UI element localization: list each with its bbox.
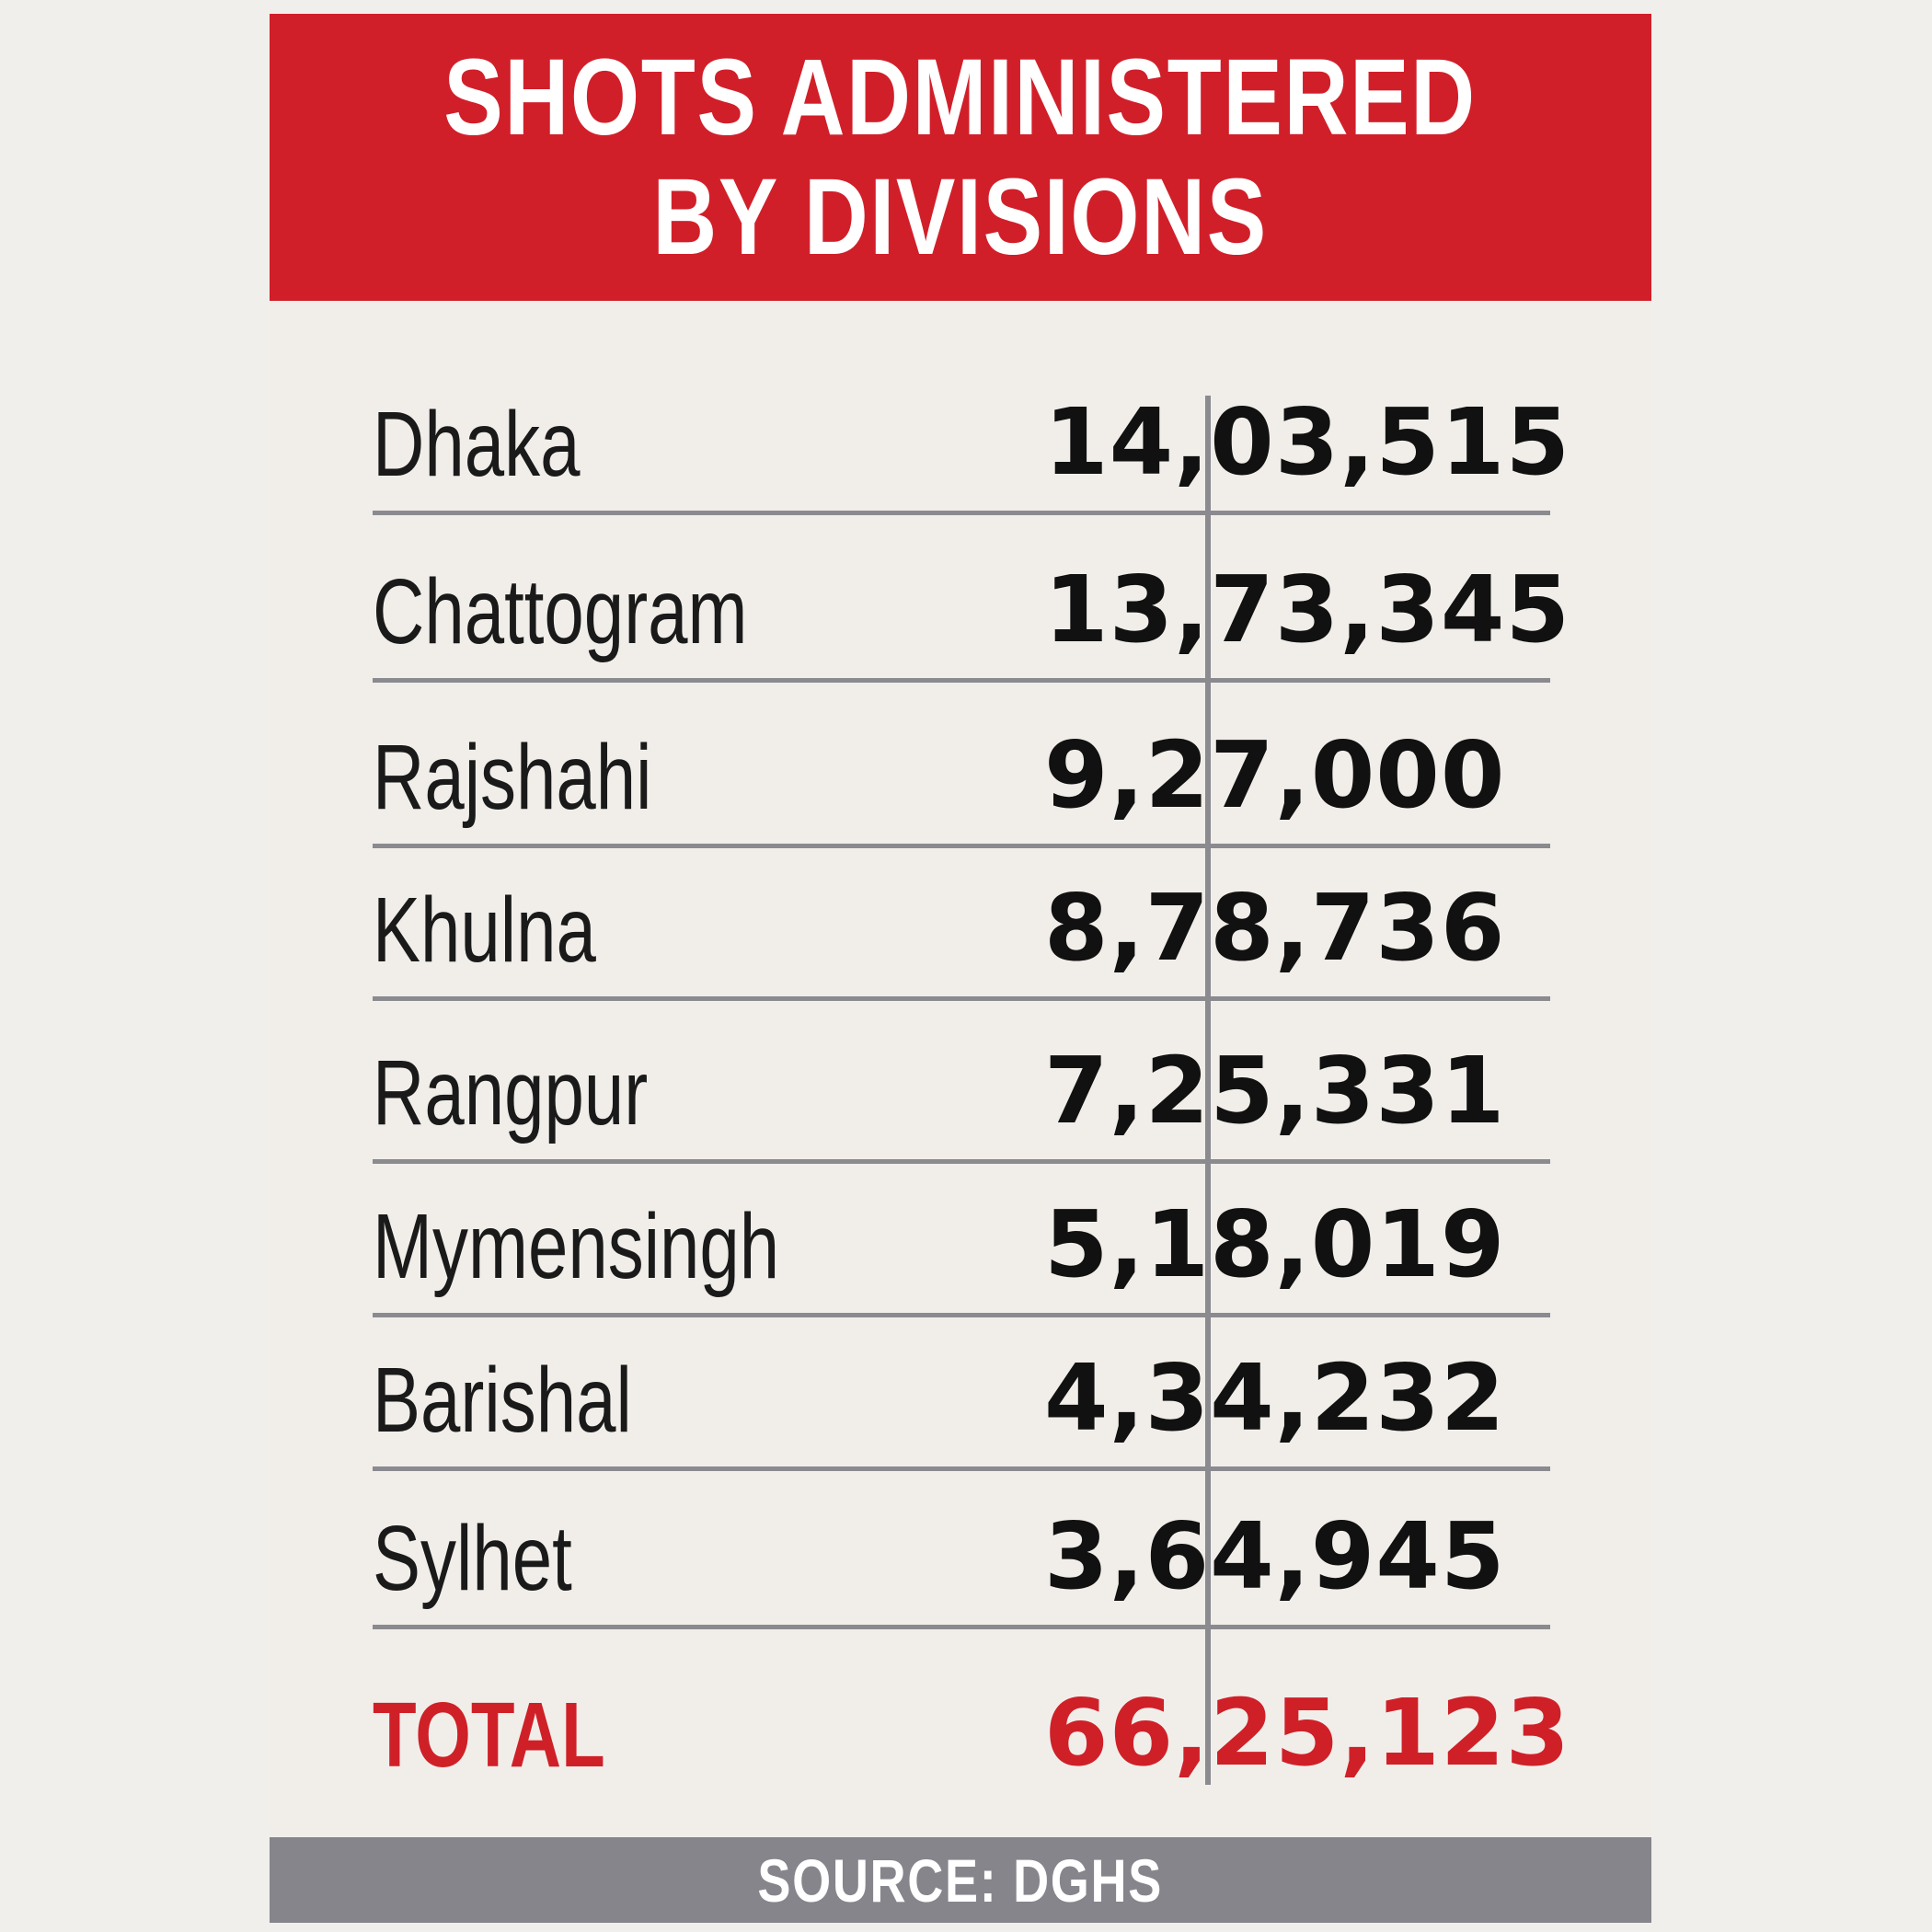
divisions-table: Dhaka 14,03,515 Chattogram 13,73,345 Rajshah… — [373, 380, 1570, 1801]
title-banner: SHOTS ADMINISTERED BY DIVISIONS — [270, 14, 1651, 301]
total-row: TOTAL 66,25,123 — [373, 1629, 1570, 1801]
division-value: 14,03,515 — [1044, 388, 1571, 496]
column-divider — [1205, 396, 1211, 1785]
division-value: 5,18,019 — [1044, 1190, 1506, 1298]
title-line-1: SHOTS ADMINISTERED — [443, 37, 1478, 158]
table-row: Rajshahi 9,27,000 — [373, 683, 1550, 848]
table-row: Mymensingh 5,18,019 — [373, 1164, 1550, 1317]
source-bar: SOURCE: DGHS — [270, 1837, 1651, 1923]
infographic-panel: SHOTS ADMINISTERED BY DIVISIONS Dhaka 14,… — [270, 14, 1651, 1923]
division-value: 4,34,232 — [1044, 1344, 1506, 1452]
division-name: Khulna — [373, 879, 596, 982]
division-name: Barishal — [373, 1349, 632, 1452]
table-row: Dhaka 14,03,515 — [373, 380, 1570, 515]
division-value: 13,73,345 — [1044, 556, 1571, 663]
division-value: 7,25,331 — [1044, 1037, 1506, 1144]
division-name: Mymensingh — [373, 1195, 780, 1298]
division-name: Rangpur — [373, 1041, 649, 1144]
division-value: 3,64,945 — [1044, 1502, 1506, 1610]
division-name: Sylhet — [373, 1507, 572, 1610]
table-row: Chattogram 13,73,345 — [373, 515, 1570, 683]
total-value: 66,25,123 — [1044, 1679, 1571, 1787]
division-name: Rajshahi — [373, 726, 652, 829]
division-value: 9,27,000 — [1044, 721, 1506, 829]
table-row: Sylhet 3,64,945 — [373, 1471, 1550, 1629]
division-value: 8,78,736 — [1044, 874, 1506, 982]
table-row: Barishal 4,34,232 — [373, 1317, 1550, 1471]
total-label: TOTAL — [373, 1684, 605, 1787]
table-row: Rangpur 7,25,331 — [373, 1001, 1550, 1164]
division-name: Dhaka — [373, 393, 581, 496]
table-row: Khulna 8,78,736 — [373, 848, 1550, 1001]
title-line-2: BY DIVISIONS — [652, 156, 1269, 278]
division-name: Chattogram — [373, 560, 748, 663]
source-label: SOURCE: DGHS — [757, 1846, 1164, 1915]
